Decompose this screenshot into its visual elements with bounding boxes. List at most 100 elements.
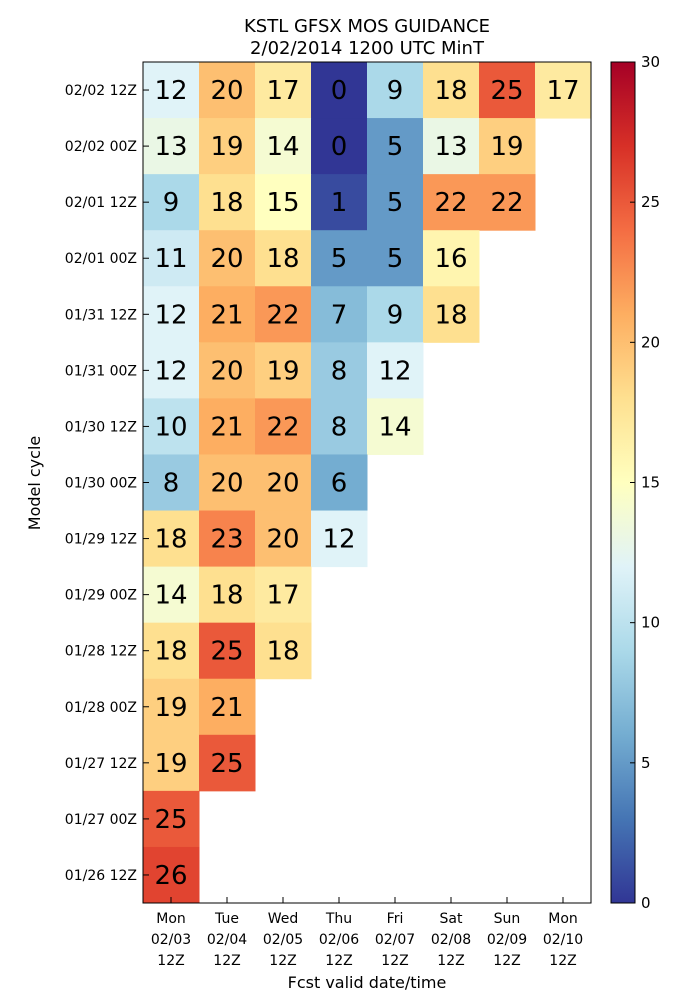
heatmap-cell	[143, 454, 200, 512]
heatmap-cell-value: 20	[266, 525, 299, 555]
heatmap-cell-value: 12	[154, 356, 187, 386]
heatmap-cell	[255, 286, 312, 343]
heatmap-cell	[311, 62, 368, 119]
heatmap-cell	[423, 62, 480, 119]
heatmap-cell-value: 18	[434, 300, 467, 330]
heatmap-cell-value: 18	[434, 76, 467, 106]
heatmap-cell	[143, 790, 200, 848]
heatmap-cell	[535, 62, 592, 119]
heatmap-cell-value: 5	[387, 188, 404, 218]
heatmap-cell-value: 20	[210, 356, 243, 386]
x-tick-label: 02/03	[151, 932, 191, 948]
heatmap-cell	[199, 342, 256, 399]
heatmap-cell	[311, 118, 368, 175]
heatmap-cell	[367, 342, 424, 399]
x-tick-label: 02/06	[319, 932, 359, 948]
heatmap-cell-value: 6	[331, 469, 348, 499]
heatmap-cell	[143, 230, 200, 287]
y-tick-label: 01/28 12Z	[65, 644, 137, 660]
colorbar-tick-label: 30	[641, 53, 660, 71]
heatmap-cell	[199, 174, 256, 231]
y-tick-label: 02/02 12Z	[65, 83, 137, 99]
heatmap-cell-value: 13	[154, 132, 187, 162]
x-tick-label: Sat	[440, 911, 463, 927]
heatmap-cell-value: 22	[434, 188, 467, 218]
y-axis-label: Model cycle	[25, 436, 44, 530]
heatmap-cell-value: 13	[434, 132, 467, 162]
heatmap-cell-value: 18	[210, 581, 243, 611]
heatmap-cell	[199, 62, 256, 119]
heatmap-cell	[367, 174, 424, 231]
heatmap-cell-value: 14	[266, 132, 299, 162]
y-tick-label: 01/31 00Z	[65, 363, 137, 379]
heatmap-cell	[479, 62, 536, 119]
x-tick-label: 02/05	[263, 932, 303, 948]
y-tick-label: 01/29 00Z	[65, 588, 137, 604]
heatmap-cell	[143, 734, 200, 792]
y-tick-label: 01/26 12Z	[65, 868, 137, 884]
heatmap-cell	[255, 510, 312, 568]
y-tick-label: 02/01 00Z	[65, 251, 137, 267]
heatmap-cell	[199, 454, 256, 512]
heatmap-cell-value: 14	[378, 412, 411, 442]
x-tick-label: 02/07	[375, 932, 415, 948]
heatmap-cell	[423, 230, 480, 287]
heatmap-cell	[367, 118, 424, 175]
heatmap-cell-value: 5	[387, 244, 404, 274]
heatmap-cell	[311, 286, 368, 343]
x-tick-label: 12Z	[325, 953, 352, 969]
x-tick-label: 12Z	[549, 953, 576, 969]
heatmap-cell	[367, 230, 424, 287]
heatmap-cell	[255, 174, 312, 231]
heatmap-cell-value: 1	[331, 188, 348, 218]
heatmap-cell	[311, 510, 368, 568]
heatmap-cell-value: 0	[331, 132, 348, 162]
heatmap-cell-value: 22	[490, 188, 523, 218]
heatmap-cell	[143, 678, 200, 736]
heatmap-cell	[143, 286, 200, 343]
x-tick-label: 02/10	[543, 932, 583, 948]
heatmap-cell-value: 12	[154, 300, 187, 330]
y-tick-label: 01/30 00Z	[65, 476, 137, 492]
heatmap-cell	[367, 62, 424, 119]
heatmap-cell	[255, 342, 312, 399]
heatmap-cell-value: 18	[154, 525, 187, 555]
y-tick-label: 02/02 00Z	[65, 139, 137, 155]
chart-title-line2: 2/02/2014 1200 UTC MinT	[250, 38, 485, 59]
heatmap-cell-value: 19	[154, 693, 187, 723]
heatmap-cell	[255, 230, 312, 287]
heatmap-cell	[143, 174, 200, 231]
heatmap-cell	[199, 510, 256, 568]
heatmap-cell	[311, 230, 368, 287]
heatmap-cell-value: 19	[154, 749, 187, 779]
heatmap-cell-value: 12	[378, 356, 411, 386]
heatmap-cell	[199, 398, 256, 455]
heatmap-cell-value: 9	[387, 300, 404, 330]
heatmap-cell	[143, 342, 200, 399]
heatmap-cell	[143, 62, 200, 119]
x-tick-label: 12Z	[437, 953, 464, 969]
heatmap-cell-value: 16	[434, 244, 467, 274]
y-tick-label: 01/27 00Z	[65, 812, 137, 828]
heatmap-cell-value: 19	[210, 132, 243, 162]
heatmap-cell-value: 19	[266, 356, 299, 386]
x-tick-label: 02/04	[207, 932, 247, 948]
heatmap-cell	[479, 118, 536, 175]
colorbar-tick-label: 15	[641, 474, 660, 492]
heatmap-cell	[311, 398, 368, 455]
heatmap-cell-value: 12	[322, 525, 355, 555]
heatmap-cell	[479, 174, 536, 231]
heatmap-cell-value: 18	[154, 637, 187, 667]
x-tick-label: Thu	[325, 911, 352, 927]
heatmap-cell-value: 9	[387, 76, 404, 106]
heatmap-cell	[255, 118, 312, 175]
x-axis-label: Fcst valid date/time	[288, 973, 447, 992]
heatmap-cell	[367, 286, 424, 343]
heatmap-cell	[199, 118, 256, 175]
colorbar-ticks: 0 5 10 15 20 25 30	[630, 53, 660, 912]
heatmap-cell	[143, 510, 200, 568]
heatmap-cell-value: 21	[210, 300, 243, 330]
heatmap-cell	[311, 174, 368, 231]
